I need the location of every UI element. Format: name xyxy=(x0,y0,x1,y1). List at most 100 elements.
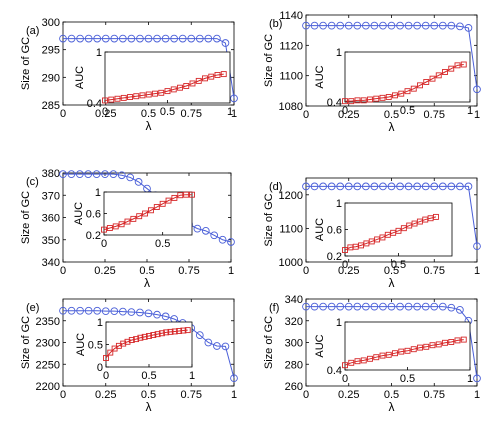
auc-data-point xyxy=(165,197,172,204)
auc-data-point xyxy=(146,333,152,339)
auc-data-point xyxy=(429,342,436,349)
auc-data-point xyxy=(460,336,467,343)
gc-data-point xyxy=(221,342,230,351)
gc-data-point xyxy=(344,302,353,311)
auc-data-point xyxy=(342,362,348,369)
x-tick-label: 1 xyxy=(231,108,237,120)
auc-data-point xyxy=(103,355,109,361)
panel-label: (d) xyxy=(269,181,282,193)
gc-data-point xyxy=(387,182,396,191)
auc-data-point xyxy=(189,191,195,198)
y-tick-label: 295 xyxy=(42,45,60,57)
gc-data-point xyxy=(213,342,221,350)
inset-y-axis-label: AUC xyxy=(74,66,86,89)
x-tick-label: 0 xyxy=(303,265,309,277)
gc-data-point xyxy=(134,178,143,186)
gc-data-point xyxy=(230,374,238,383)
inset-x-tick-label: 1 xyxy=(467,105,473,117)
gc-data-point xyxy=(421,21,430,30)
auc-data-point xyxy=(127,94,133,101)
gc-data-point xyxy=(153,34,161,43)
gc-data-point xyxy=(370,182,379,191)
gc-data-point xyxy=(201,227,210,235)
y-tick-label: 1100 xyxy=(279,223,303,235)
panel-label: (b) xyxy=(269,18,282,30)
gc-data-point xyxy=(336,302,345,311)
gc-data-point xyxy=(421,302,430,311)
auc-data-point xyxy=(460,61,467,68)
gc-data-point xyxy=(92,170,101,178)
y-tick-label: 320 xyxy=(285,316,303,328)
gc-data-point xyxy=(379,182,387,191)
y-tick-label: 280 xyxy=(285,359,303,371)
inset-auc: 0 0.5 0.2 0.6 1 AUC xyxy=(314,198,453,271)
gc-data-point xyxy=(84,306,93,315)
auc-data-point xyxy=(410,346,417,353)
auc-data-point xyxy=(454,62,461,69)
auc-data-point xyxy=(423,343,430,350)
auc-data-point xyxy=(108,96,115,103)
gc-data-point xyxy=(413,182,422,191)
gc-data-point xyxy=(362,182,370,191)
gc-data-point xyxy=(153,310,161,319)
inset-x-tick-label: 0.5 xyxy=(155,238,170,250)
inset-x-tick-label: 0 xyxy=(103,370,109,382)
panel-f: 0 0.25 0.5 0.75 1 260 280 300 320 340 λ Size of GC (… xyxy=(263,294,481,414)
auc-data-point xyxy=(385,94,392,100)
auc-data-point xyxy=(118,221,125,228)
gc-data-point xyxy=(127,308,136,316)
auc-data-point xyxy=(158,89,165,96)
gc-data-point xyxy=(319,302,327,311)
gc-data-point xyxy=(473,242,481,251)
gc-data-point xyxy=(67,306,76,315)
auc-data-point xyxy=(107,349,114,356)
inset-y-tick-label: 1 xyxy=(336,47,342,59)
gc-data-point xyxy=(421,182,430,191)
gc-data-point xyxy=(370,302,379,311)
gc-data-point xyxy=(344,21,353,30)
inset-y-tick-label: 1 xyxy=(336,317,342,329)
auc-data-point xyxy=(220,71,227,78)
gc-data-point xyxy=(193,224,202,233)
auc-data-point xyxy=(360,357,367,364)
x-axis-label: λ xyxy=(144,276,150,290)
inset-frame xyxy=(344,51,471,103)
auc-data-point xyxy=(360,97,367,104)
gc-data-point xyxy=(144,309,153,318)
gc-data-point xyxy=(464,182,473,191)
auc-data-point xyxy=(410,85,417,92)
auc-data-point xyxy=(448,339,455,345)
gc-series-line xyxy=(306,185,478,247)
inset-x-tick-label: 1 xyxy=(189,370,195,382)
x-tick-label: 0.5 xyxy=(384,389,399,401)
auc-series-line xyxy=(104,73,224,101)
auc-data-point xyxy=(435,341,442,348)
auc-data-point xyxy=(180,327,187,334)
auc-data-point xyxy=(152,90,158,97)
gc-data-point xyxy=(473,85,481,94)
inset-y-axis-label: AUC xyxy=(314,65,326,88)
x-tick-label: 0.25 xyxy=(95,389,116,401)
gc-data-point xyxy=(118,34,127,43)
x-tick-label: 1 xyxy=(474,389,480,401)
inset-y-tick-label: 0 xyxy=(97,362,103,374)
auc-data-point xyxy=(120,340,127,347)
gc-data-point xyxy=(464,24,473,32)
inset-x-tick-label: 0 xyxy=(342,373,348,385)
x-tick-label: 0.5 xyxy=(141,389,156,401)
gc-data-point xyxy=(101,307,110,316)
gc-data-point xyxy=(456,306,464,314)
gc-data-point xyxy=(59,306,67,315)
y-tick-label: 300 xyxy=(42,17,60,29)
gc-data-point xyxy=(353,182,362,191)
inset-y-tick-label: 1 xyxy=(336,198,342,210)
gc-data-point xyxy=(144,34,153,43)
gc-data-point xyxy=(110,307,119,316)
gc-data-point xyxy=(413,21,422,30)
inset-x-tick-label: 0 xyxy=(342,105,348,117)
gc-data-point xyxy=(456,22,464,31)
gc-data-point xyxy=(310,21,319,30)
